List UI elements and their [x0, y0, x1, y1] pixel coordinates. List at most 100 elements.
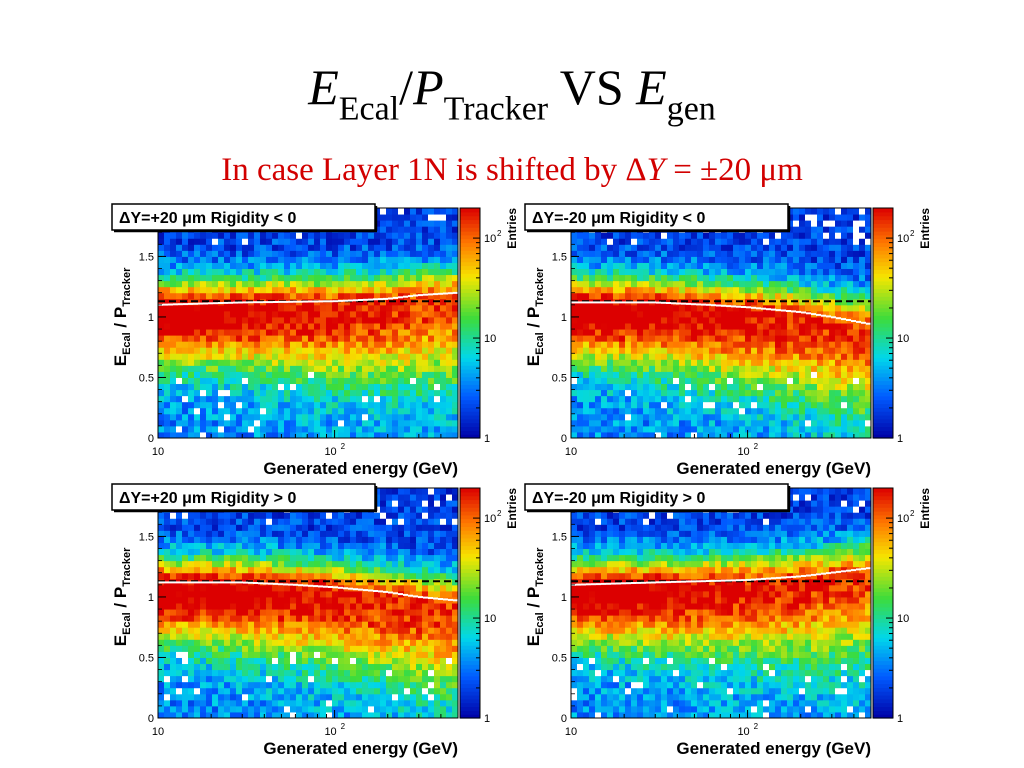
- heatmap-cell: [811, 431, 818, 439]
- heatmap-cell: [290, 431, 297, 439]
- heatmap-cell: [667, 335, 674, 342]
- heatmap-cell: [182, 663, 189, 671]
- heatmap-cell: [721, 329, 728, 336]
- heatmap-cell: [260, 621, 267, 628]
- heatmap-cell: [583, 353, 590, 360]
- heatmap-cell: [386, 226, 393, 233]
- heatmap-cell: [775, 262, 782, 270]
- heatmap-cell: [236, 512, 243, 519]
- heatmap-cell: [356, 389, 363, 397]
- heatmap-cell: [649, 292, 656, 300]
- heatmap-cell: [188, 341, 195, 348]
- heatmap-cell: [218, 425, 225, 433]
- heatmap-cell: [697, 365, 704, 372]
- color-bar-step: [460, 315, 480, 320]
- heatmap-cell: [308, 274, 315, 282]
- heatmap-cell: [320, 232, 327, 239]
- heatmap-cell: [452, 371, 459, 378]
- heatmap-cell: [230, 323, 237, 330]
- heatmap-cell: [428, 292, 435, 300]
- heatmap-cell: [679, 256, 686, 263]
- heatmap-cell: [380, 280, 387, 288]
- heatmap-cell: [643, 431, 650, 439]
- heatmap-cell: [176, 657, 183, 665]
- heatmap-cell: [260, 280, 267, 288]
- heatmap-cell: [751, 232, 758, 239]
- heatmap-cell: [248, 554, 255, 562]
- heatmap-cell: [847, 256, 854, 263]
- heatmap-cell: [200, 693, 207, 701]
- heatmap-cell: [715, 335, 722, 342]
- heatmap-cell: [194, 359, 201, 366]
- heatmap-cell: [254, 268, 261, 276]
- heatmap-cell: [278, 292, 285, 300]
- heatmap-cell: [338, 238, 345, 245]
- heatmap-cell: [368, 431, 375, 439]
- heatmap-cell: [266, 627, 273, 634]
- heatmap-cell: [440, 395, 447, 403]
- heatmap-cell: [218, 536, 225, 543]
- heatmap-cell: [691, 377, 698, 385]
- heatmap-cell: [194, 401, 201, 409]
- heatmap-cell: [853, 341, 860, 348]
- heatmap-cell: [236, 711, 243, 719]
- heatmap-cell: [206, 341, 213, 348]
- heatmap-cell: [230, 329, 237, 336]
- heatmap-cell: [164, 693, 171, 701]
- heatmap-cell: [212, 596, 219, 604]
- heatmap-cell: [715, 304, 722, 312]
- heatmap-cell: [344, 304, 351, 312]
- heatmap-cell: [655, 304, 662, 312]
- heatmap-cell: [302, 347, 309, 354]
- heatmap-cell: [625, 389, 632, 397]
- heatmap-cell: [757, 250, 764, 257]
- heatmap-cell: [260, 389, 267, 397]
- heatmap-cell: [224, 566, 231, 574]
- heatmap-cell: [751, 262, 758, 270]
- heatmap-cell: [655, 395, 662, 403]
- heatmap-cell: [673, 419, 680, 427]
- heatmap-cell: [164, 530, 171, 537]
- heatmap-cell: [248, 566, 255, 574]
- heatmap-cell: [344, 316, 351, 324]
- heatmap-cell: [769, 268, 776, 276]
- heatmap-cell: [278, 359, 285, 366]
- heatmap-cell: [757, 395, 764, 403]
- color-bar-step: [873, 292, 893, 297]
- heatmap-cell: [422, 244, 429, 251]
- heatmap-cell: [619, 329, 626, 336]
- heatmap-cell: [739, 262, 746, 270]
- heatmap-cell: [446, 329, 453, 336]
- heatmap-cell: [673, 383, 680, 391]
- heatmap-cell: [673, 341, 680, 348]
- heatmap-cell: [835, 347, 842, 354]
- heatmap-cell: [290, 377, 297, 385]
- heatmap-cell: [775, 250, 782, 257]
- heatmap-cell: [613, 341, 620, 348]
- heatmap-cell: [314, 304, 321, 312]
- heatmap-cell: [380, 250, 387, 257]
- heatmap-cell: [266, 603, 273, 610]
- heatmap-cell: [320, 280, 327, 288]
- heatmap-cell: [212, 431, 219, 439]
- heatmap-cell: [829, 226, 836, 233]
- heatmap-cell: [775, 425, 782, 433]
- heatmap-cell: [703, 232, 710, 239]
- heatmap-cell: [254, 323, 261, 330]
- heatmap-cell: [853, 323, 860, 330]
- heatmap-cell: [655, 262, 662, 270]
- heatmap-cell: [230, 256, 237, 263]
- heatmap-cell: [847, 377, 854, 385]
- heatmap-cell: [757, 238, 764, 245]
- heatmap-cell: [673, 359, 680, 366]
- heatmap-cell: [158, 693, 165, 701]
- heatmap-cell: [212, 705, 219, 713]
- heatmap-cell: [763, 329, 770, 336]
- heatmap-cell: [266, 657, 273, 665]
- heatmap-cell: [248, 329, 255, 336]
- heatmap-cell: [224, 262, 231, 270]
- heatmap-cell: [733, 383, 740, 391]
- heatmap-cell: [254, 554, 261, 562]
- heatmap-cell: [422, 268, 429, 276]
- heatmap-cell: [757, 413, 764, 421]
